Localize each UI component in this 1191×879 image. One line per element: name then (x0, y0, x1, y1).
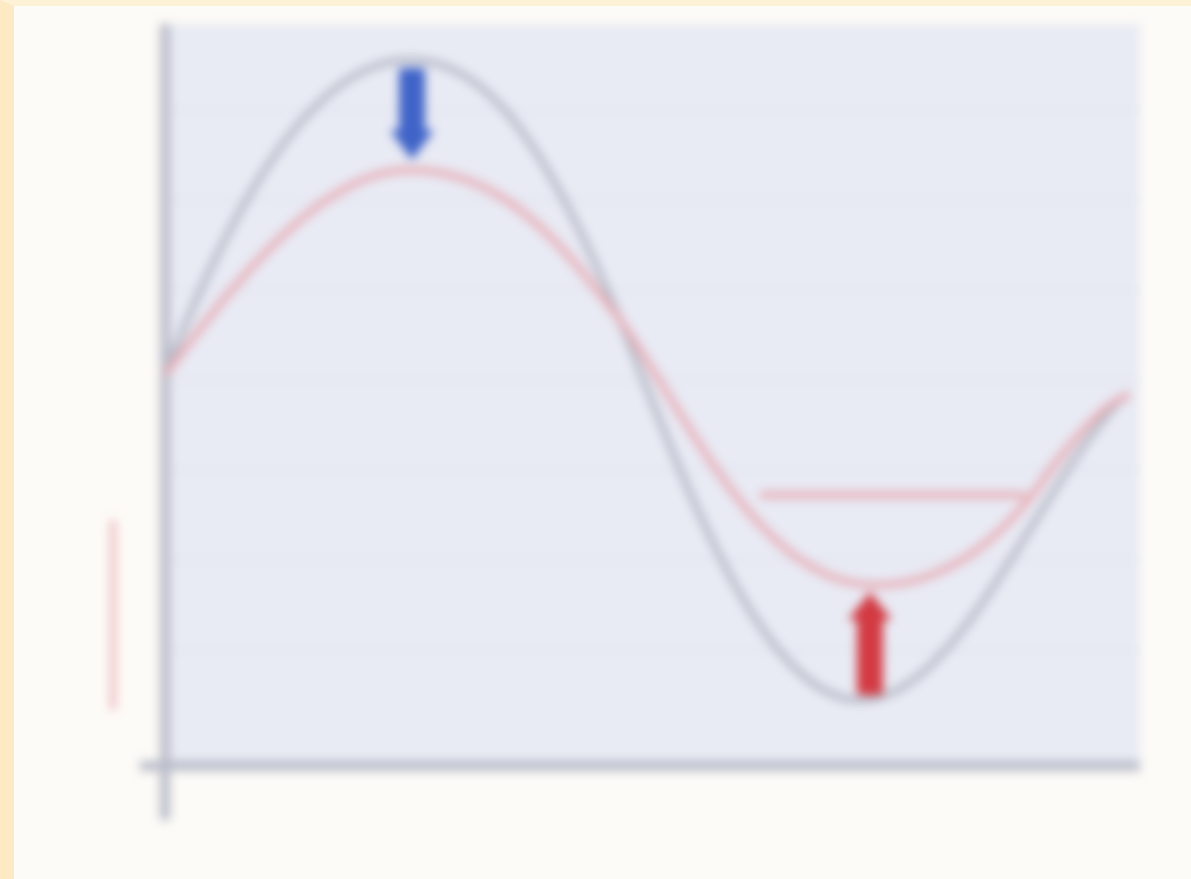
arrow-down-icon (390, 68, 434, 160)
small-amplitude-wave (162, 166, 1132, 589)
gridlines (165, 109, 1140, 651)
arrow-up-icon (848, 592, 892, 695)
